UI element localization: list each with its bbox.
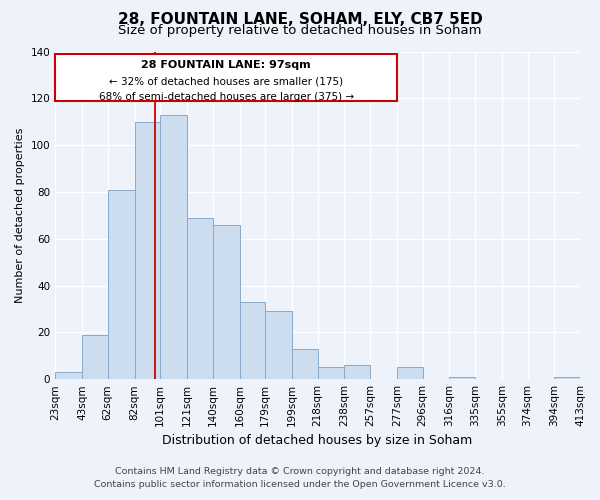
FancyBboxPatch shape	[55, 54, 397, 100]
Bar	[344, 365, 370, 379]
Bar	[55, 372, 82, 379]
Text: ← 32% of detached houses are smaller (175): ← 32% of detached houses are smaller (17…	[109, 76, 343, 86]
Bar	[239, 302, 265, 379]
Y-axis label: Number of detached properties: Number of detached properties	[15, 128, 25, 303]
Bar	[554, 377, 580, 379]
Bar	[397, 368, 422, 379]
X-axis label: Distribution of detached houses by size in Soham: Distribution of detached houses by size …	[163, 434, 473, 448]
Bar	[265, 312, 292, 379]
Bar	[107, 190, 134, 379]
Bar	[292, 349, 317, 379]
Text: Contains HM Land Registry data © Crown copyright and database right 2024.
Contai: Contains HM Land Registry data © Crown c…	[94, 468, 506, 489]
Bar	[134, 122, 160, 379]
Bar	[317, 368, 344, 379]
Bar	[160, 114, 187, 379]
Bar	[187, 218, 212, 379]
Text: 68% of semi-detached houses are larger (375) →: 68% of semi-detached houses are larger (…	[98, 92, 353, 102]
Text: 28, FOUNTAIN LANE, SOHAM, ELY, CB7 5ED: 28, FOUNTAIN LANE, SOHAM, ELY, CB7 5ED	[118, 12, 482, 28]
Text: Size of property relative to detached houses in Soham: Size of property relative to detached ho…	[118, 24, 482, 37]
Bar	[82, 334, 107, 379]
Text: 28 FOUNTAIN LANE: 97sqm: 28 FOUNTAIN LANE: 97sqm	[141, 60, 311, 70]
Bar	[212, 224, 239, 379]
Bar	[449, 377, 475, 379]
